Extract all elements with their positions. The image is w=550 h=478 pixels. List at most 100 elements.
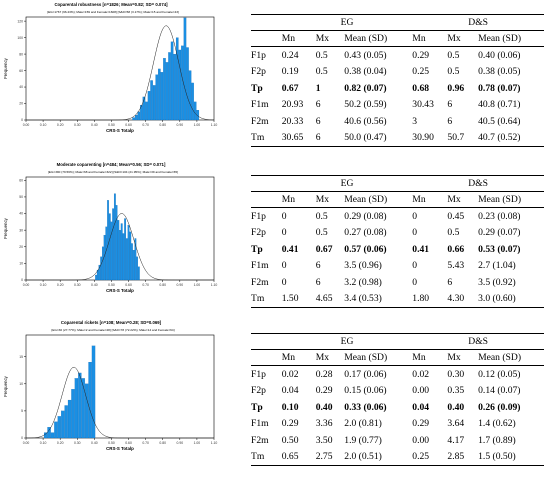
table-row: F2m 20.33 6 40.6 (0.56) 3 6 40.5 (0.64) xyxy=(251,113,544,130)
histogram-bar xyxy=(57,416,61,439)
table-cell: 0.40 xyxy=(315,401,333,413)
x-tick-label: 0.10 xyxy=(40,123,47,127)
histogram-bar xyxy=(131,243,133,281)
row-label: F2m xyxy=(251,434,269,446)
histogram-bar xyxy=(108,213,111,281)
x-tick-label: 0.30 xyxy=(74,123,81,127)
column-header: Mn xyxy=(412,30,448,47)
histogram-bar xyxy=(64,405,68,439)
y-tick-label: 40 xyxy=(19,85,23,89)
histogram-bar xyxy=(142,96,146,121)
row-label: F1m xyxy=(251,418,269,430)
histogram-bar xyxy=(47,427,51,439)
histogram-bar xyxy=(110,221,113,281)
histogram-bar xyxy=(113,193,116,281)
table-row: F1m 20.93 6 50.2 (0.59) 30.43 6 40.8 (0.71) xyxy=(251,97,544,114)
histogram-bar xyxy=(100,256,103,281)
x-tick-label: 0.20 xyxy=(57,123,64,127)
table-cell: 0.41 xyxy=(281,243,299,255)
histogram-bar xyxy=(120,223,123,281)
table-cell: 40.7 (0.52) xyxy=(478,129,544,147)
stats-table-rickets: EG D&S Mn Mx Mean (SD) Mn Mx Mean (SD) F1p 0.0… xyxy=(251,333,544,466)
table-row: F1m 0 6 3.5 (0.96) 0 5.43 2.7 (1.04) xyxy=(251,258,544,275)
row-label: F1m xyxy=(251,99,269,111)
histogram-bar xyxy=(43,432,48,439)
histogram-bar xyxy=(160,72,164,121)
table-cell: 0.5 xyxy=(447,66,460,78)
table-cell: 6 xyxy=(447,276,453,288)
x-tick-label: 0.60 xyxy=(125,441,132,445)
y-tick-label: 20 xyxy=(19,102,23,106)
table-cell: 0.17 (0.06) xyxy=(344,368,387,380)
histogram-panel-rickets: Coparental rickets [n=108; Mean=0.28; SD… xyxy=(0,318,222,463)
histogram-bar xyxy=(67,399,72,439)
table-cell: 0.65 xyxy=(281,448,316,466)
table-cell: 6 xyxy=(315,115,321,127)
table-cell: 5.43 xyxy=(447,260,465,272)
table-cell: 0.27 (0.08) xyxy=(344,227,387,239)
x-tick-label: 0.90 xyxy=(177,441,184,445)
row-label: F2m xyxy=(251,115,269,127)
x-tick-label: 0.80 xyxy=(159,283,166,287)
x-tick-label: 0.40 xyxy=(91,441,98,445)
table-cell: 50.7 xyxy=(447,129,479,147)
table-cell: 30.65 xyxy=(281,129,316,147)
x-tick-label: 1.00 xyxy=(194,123,201,127)
x-tick-label: 0.10 xyxy=(40,441,47,445)
table-row: Tp 0.41 0.67 0.57 (0.06) 0.41 0.66 0.53 (0.07) xyxy=(251,241,544,258)
x-tick-label: 0.80 xyxy=(159,441,166,445)
table-cell: 0.23 (0.08) xyxy=(478,210,521,222)
column-header xyxy=(251,349,282,366)
histogram-panel-moderate: Moderate coparenting [n=484; Mean=0.56; … xyxy=(0,160,222,305)
histogram-bar xyxy=(170,41,174,121)
histogram-bar xyxy=(193,101,197,121)
y-tick-label: 100 xyxy=(17,36,23,40)
x-tick-label: 0.20 xyxy=(57,441,64,445)
column-header: Mean (SD) xyxy=(344,30,413,47)
table-cell: 0.78 (0.07) xyxy=(478,82,521,94)
table-cell: 6 xyxy=(315,276,321,288)
table-row: F2p 0.19 0.5 0.38 (0.04) 0.25 0.5 0.38 (0.05) xyxy=(251,64,544,81)
histogram-bar xyxy=(54,421,58,439)
table-cell: 0.29 xyxy=(281,418,299,430)
table-cell: 50.2 (0.59) xyxy=(344,99,387,111)
row-label: Tm xyxy=(251,290,282,308)
table-cell: 40.8 (0.71) xyxy=(478,99,521,111)
table-cell: 0.14 (0.07) xyxy=(478,385,521,397)
table-cell: 0.29 (0.07) xyxy=(478,227,521,239)
group-header-ds: D&S xyxy=(412,14,544,31)
chart-title: Coparental robustness [n=1826; Mean=0.82… xyxy=(54,2,168,7)
histogram-bar xyxy=(119,230,121,281)
table-row: Tp 0.67 1 0.82 (0.07) 0.68 0.96 0.78 (0.07) xyxy=(251,80,544,97)
x-tick-label: 0.70 xyxy=(142,283,149,287)
x-tick-label: 0.00 xyxy=(23,283,30,287)
table-cell: 0.53 (0.07) xyxy=(478,243,521,255)
column-header: Mean (SD) xyxy=(478,349,544,366)
histogram-bar xyxy=(134,114,138,121)
row-label: Tp xyxy=(251,243,263,255)
histogram-bar xyxy=(85,383,89,439)
histogram-chart: 0.00 0.10 0.20 0.30 0.40 0.50 0.60 0.70 0.80 0.90… xyxy=(3,334,217,451)
table-row: F2p 0.04 0.29 0.15 (0.06) 0.00 0.35 0.14 (0.07… xyxy=(251,383,544,400)
y-tick-label: 20 xyxy=(19,245,23,249)
y-tick-label: 80 xyxy=(19,52,23,56)
x-tick-label: 0.70 xyxy=(142,123,149,127)
table-row: F2m 0.50 3.50 1.9 (0.77) 0.00 4.17 1.7 (0.89) xyxy=(251,432,544,449)
y-axis-label: Frequency xyxy=(3,375,8,397)
table-cell: 1 xyxy=(315,82,321,94)
histogram-bar xyxy=(163,58,166,121)
y-tick-label: 10 xyxy=(19,262,23,266)
group-header-ds: D&S xyxy=(412,333,544,350)
chart-title: Coparental rickets [n=108; Mean=0.28; SD… xyxy=(60,320,162,325)
x-tick-label: 0.30 xyxy=(74,283,81,287)
histogram-bar xyxy=(136,256,138,281)
table-cell: 2.75 xyxy=(315,448,345,466)
table-cell: 6 xyxy=(315,99,321,111)
histogram-bar xyxy=(91,345,96,439)
column-header: Mx xyxy=(315,30,345,47)
histogram-bar xyxy=(102,246,104,281)
row-label: F2m xyxy=(251,276,269,288)
table-cell: 3 xyxy=(412,115,418,127)
row-label: Tp xyxy=(251,401,263,413)
table-cell: 0 xyxy=(412,227,418,239)
